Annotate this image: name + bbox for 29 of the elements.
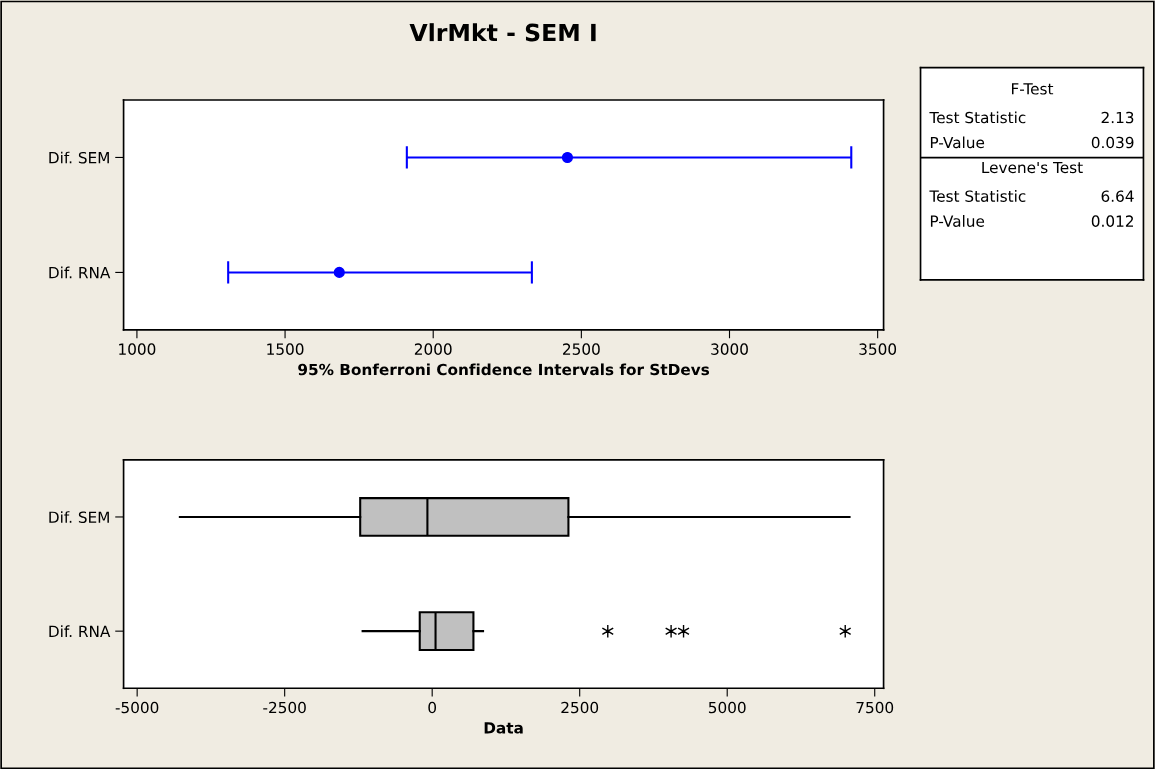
- x-tick-label: 2500: [561, 701, 599, 714]
- x-tick-label: 1500: [267, 343, 304, 355]
- text: Test Statistic: [929, 190, 1026, 202]
- x-tick-label: 2000: [414, 343, 452, 355]
- y-tick-label: Dif. RNA: [49, 625, 111, 637]
- x-tick-label: -2500: [263, 701, 306, 714]
- x-tick-label: 2500: [563, 343, 600, 355]
- text: F-Test: [1012, 83, 1054, 95]
- x-tick-label: 1000: [119, 343, 156, 355]
- x-axis-title: 95% Bonferroni Confidence Intervals for StDevs: [298, 363, 710, 376]
- x-axis-title: Data: [484, 722, 523, 734]
- x-tick-label: 3000: [711, 343, 748, 355]
- text: P-Value: [930, 215, 985, 227]
- text: Test Statistic: [929, 111, 1026, 124]
- x-tick-label: 5000: [708, 701, 746, 714]
- text: P-Value: [930, 136, 985, 149]
- chart-title: VlrMkt - SEM I: [409, 23, 596, 42]
- text: 0.012: [1091, 215, 1133, 227]
- x-tick-label: 0: [428, 701, 437, 714]
- y-tick-label: Dif. SEM: [49, 151, 109, 164]
- y-tick-label: Dif. RNA: [49, 266, 111, 279]
- text: 0.039: [1091, 136, 1134, 149]
- text: 2.13: [1101, 111, 1134, 124]
- text: 6.64: [1101, 190, 1134, 202]
- x-tick-label: 7500: [856, 701, 894, 714]
- x-tick-label: -5000: [115, 701, 159, 714]
- y-tick-label: Dif. SEM: [49, 511, 109, 523]
- text: Levene's Test: [982, 161, 1083, 174]
- x-tick-label: 3500: [859, 343, 897, 355]
